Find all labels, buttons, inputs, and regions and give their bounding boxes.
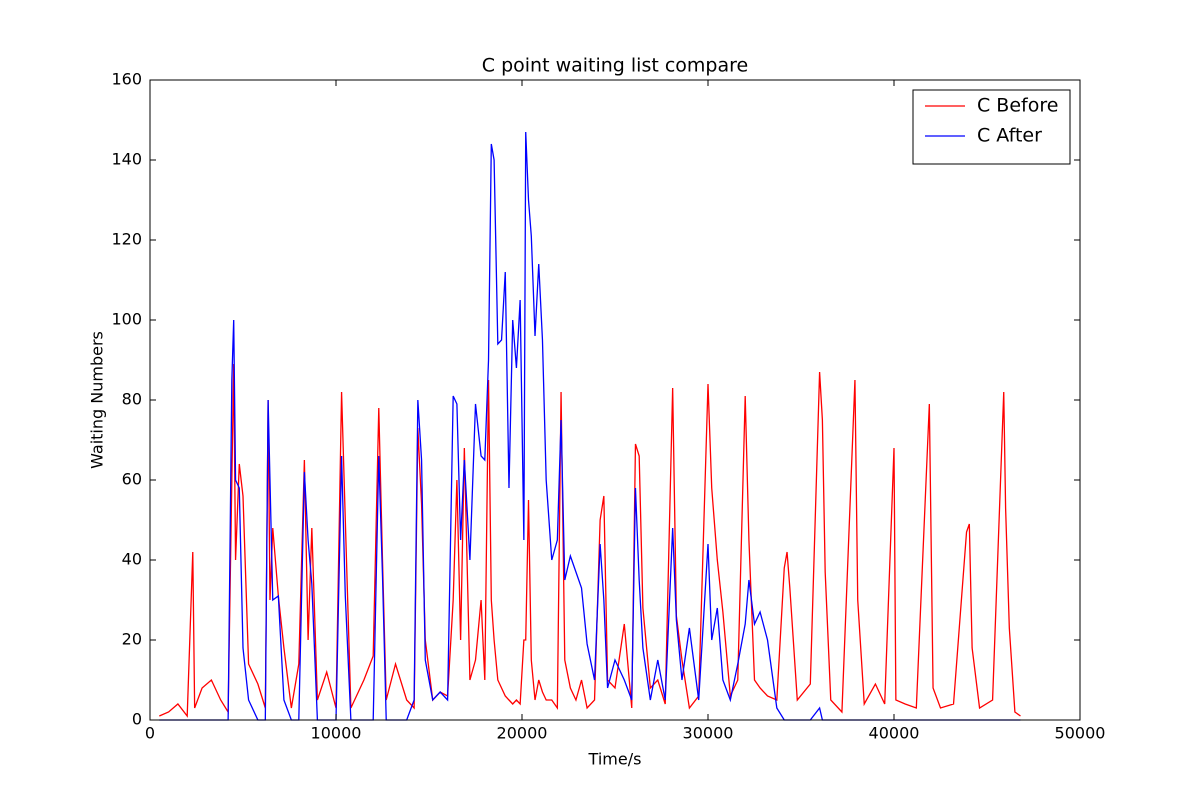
y-tick-label: 0 — [132, 710, 142, 729]
y-tick-label: 160 — [111, 70, 142, 89]
legend-label: C After — [977, 125, 1042, 147]
x-tick-label: 10000 — [311, 724, 362, 743]
y-tick-label: 80 — [122, 390, 142, 409]
x-tick-label: 40000 — [869, 724, 920, 743]
y-tick-label: 140 — [111, 150, 142, 169]
x-tick-label: 50000 — [1055, 724, 1106, 743]
y-tick-label: 60 — [122, 470, 142, 489]
x-axis-label: Time/s — [588, 750, 642, 769]
legend-box — [912, 89, 1071, 165]
x-tick-label: 20000 — [497, 724, 548, 743]
y-tick-label: 120 — [111, 230, 142, 249]
y-tick-label: 100 — [111, 310, 142, 329]
x-tick-label: 30000 — [683, 724, 734, 743]
y-tick-label: 40 — [122, 550, 142, 569]
chart-title: C point waiting list compare — [482, 55, 748, 77]
y-axis-label: Waiting Numbers — [88, 331, 107, 469]
data-line — [159, 363, 1021, 718]
x-tick-label: 0 — [145, 724, 155, 743]
legend-label: C Before — [977, 95, 1058, 117]
y-tick-label: 20 — [122, 630, 142, 649]
